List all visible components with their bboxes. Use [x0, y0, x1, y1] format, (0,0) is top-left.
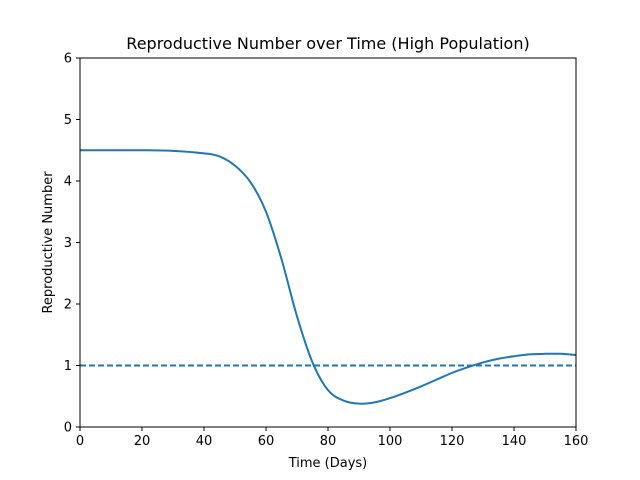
y-tick-label: 2 — [64, 298, 72, 313]
x-tick-label: 100 — [378, 434, 403, 449]
x-tick-label: 60 — [258, 434, 275, 449]
x-tick-label: 80 — [320, 434, 337, 449]
y-axis-label: Reproductive Number — [41, 171, 56, 314]
y-tick-label: 5 — [64, 113, 72, 128]
chart-title: Reproductive Number over Time (High Popu… — [126, 34, 529, 53]
x-axis-label: Time (Days) — [288, 456, 368, 471]
x-tick-label: 160 — [564, 434, 589, 449]
y-tick-label: 1 — [64, 359, 72, 374]
y-tick-label: 4 — [64, 175, 72, 190]
reproductive-number-line — [80, 149, 577, 405]
x-tick-label: 40 — [196, 434, 213, 449]
x-tick-label: 140 — [502, 434, 527, 449]
x-tick-label: 120 — [440, 434, 465, 449]
x-tick-label: 20 — [134, 434, 151, 449]
y-tick-label: 6 — [64, 52, 72, 67]
x-tick-label: 0 — [76, 434, 84, 449]
y-tick-label: 3 — [64, 236, 72, 251]
y-tick-label: 0 — [64, 421, 72, 436]
